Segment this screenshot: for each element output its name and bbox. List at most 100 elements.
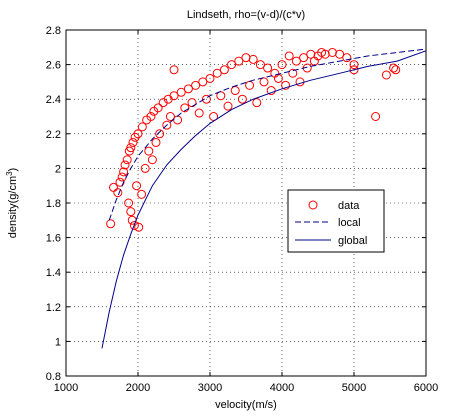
- data-point: [205, 73, 215, 83]
- data-point: [153, 103, 163, 113]
- chart-title: Lindseth, rho=(v-d)/(c*v): [187, 9, 305, 21]
- data-point: [198, 77, 208, 87]
- data-point: [147, 155, 157, 165]
- data-point: [201, 94, 211, 104]
- data-point: [126, 143, 136, 153]
- data-point: [132, 181, 142, 191]
- data-point: [134, 222, 144, 232]
- data-point: [126, 207, 136, 217]
- data-point: [389, 63, 399, 73]
- data-point: [151, 137, 161, 147]
- data-point: [230, 86, 240, 96]
- data-point: [124, 198, 134, 208]
- data-point: [327, 47, 337, 57]
- legend-global-label: global: [338, 235, 367, 247]
- data-point: [288, 68, 298, 78]
- series-line-global: [101, 50, 427, 349]
- y-tick-label: 2: [55, 163, 61, 175]
- data-point: [342, 53, 352, 63]
- data-point: [137, 122, 147, 132]
- x-tick-label: 2000: [126, 382, 150, 394]
- data-point: [335, 49, 345, 59]
- data-point: [349, 65, 359, 75]
- data-point: [252, 98, 262, 108]
- data-point: [241, 53, 251, 63]
- data-point: [259, 77, 269, 87]
- data-point: [263, 63, 273, 73]
- y-tick-label: 2.4: [46, 94, 61, 106]
- data-point: [223, 101, 233, 111]
- data-point: [320, 49, 330, 59]
- data-point: [183, 84, 193, 94]
- data-point: [119, 167, 129, 177]
- data-point: [133, 129, 143, 139]
- y-tick-label: 1.6: [46, 233, 61, 245]
- legend-local-label: local: [338, 217, 361, 229]
- y-tick-label: 1.2: [46, 302, 61, 314]
- data-point: [381, 70, 391, 80]
- x-tick-label: 4000: [270, 382, 294, 394]
- data-point: [137, 189, 147, 199]
- y-axis-label-superscript: 3: [5, 171, 14, 176]
- legend-box: [287, 189, 385, 253]
- legend: data local global: [287, 189, 385, 253]
- data-point: [281, 80, 291, 90]
- data-point: [212, 68, 222, 78]
- data-point: [227, 60, 237, 70]
- y-tick-label: 2.8: [46, 25, 61, 37]
- data-point: [209, 112, 219, 121]
- data-point: [266, 86, 276, 96]
- data-point: [306, 49, 316, 59]
- data-point: [191, 80, 201, 90]
- data-point: [146, 112, 156, 121]
- y-axis-label-main: density(g/cm: [7, 176, 19, 238]
- y-tick-label: 0.8: [46, 371, 61, 383]
- data-point: [120, 160, 130, 170]
- data-point: [391, 65, 401, 75]
- data-point: [284, 51, 294, 61]
- data-point: [169, 91, 179, 101]
- x-tick-label: 6000: [414, 382, 438, 394]
- data-point: [237, 94, 247, 104]
- series-line-local: [108, 48, 427, 221]
- legend-data-marker: [308, 200, 318, 210]
- data-point: [349, 60, 359, 70]
- data-point: [113, 188, 123, 198]
- data-point: [180, 103, 190, 113]
- data-point: [299, 53, 309, 63]
- data-point: [194, 108, 204, 118]
- data-point: [248, 54, 258, 64]
- y-axis-label: density(g/cm3): [5, 168, 19, 238]
- data-point: [162, 120, 172, 130]
- data-point: [129, 220, 139, 230]
- data-point: [255, 60, 265, 70]
- data-point: [277, 60, 287, 70]
- x-tick-label: 5000: [342, 382, 366, 394]
- data-point: [144, 146, 154, 156]
- data-point: [176, 87, 186, 97]
- data-point: [140, 163, 150, 173]
- data-point: [122, 155, 132, 165]
- y-axis-label-end: ): [7, 168, 19, 172]
- y-tick-label: 2.6: [46, 60, 61, 72]
- data-point: [371, 112, 381, 121]
- x-axis-label: velocity(m/s): [215, 399, 277, 411]
- data-point: [291, 56, 301, 66]
- y-tick-label: 1: [55, 336, 61, 348]
- data-point: [169, 65, 179, 75]
- data-point: [165, 112, 175, 121]
- legend-data-label: data: [338, 200, 360, 212]
- x-tick-label: 1000: [54, 382, 78, 394]
- data-point: [128, 137, 138, 147]
- data-point: [155, 129, 165, 139]
- data-point: [106, 219, 116, 229]
- y-tick-label: 2.2: [46, 129, 61, 141]
- x-tick-label: 3000: [198, 382, 222, 394]
- y-tick-label: 1.4: [46, 267, 61, 279]
- y-tick-label: 1.8: [46, 198, 61, 210]
- data-layer: [101, 47, 427, 349]
- data-point: [219, 65, 229, 75]
- data-point: [234, 56, 244, 66]
- axis-ticks: 1000 2000 3000 4000 5000 6000 0.8 1 1.2 1.4 1.6 1.8…: [46, 25, 439, 394]
